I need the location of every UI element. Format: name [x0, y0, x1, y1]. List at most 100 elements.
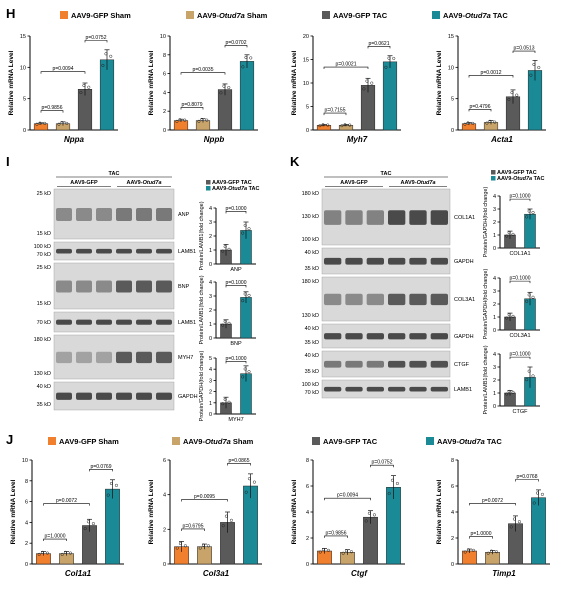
blot-band — [116, 280, 132, 293]
significance-bracket — [469, 536, 493, 539]
chart-col3a1: 0 1 2 3 4 Protein/GAPDH(fold change) COL3A1 p=0… — [483, 269, 540, 339]
blot-marker-label: 100 kD — [302, 382, 319, 388]
blot-membrane — [53, 262, 175, 310]
blot-band — [136, 392, 152, 400]
blot-band — [156, 392, 172, 400]
p-value-label: p=0.0021 — [336, 62, 357, 68]
blot-protein-label: LAMB1 — [178, 320, 196, 326]
legend-swatch — [60, 11, 68, 19]
x-axis-label: MYH7 — [228, 417, 243, 423]
legend-label-gene: Otud7a — [228, 186, 247, 192]
y-axis-label: Relative mRNA Level — [10, 479, 17, 544]
y-tick-label: 4 — [209, 367, 212, 373]
blot-membrane — [53, 188, 175, 240]
y-tick-label: 10 — [20, 65, 26, 71]
legend-label: AAV9-Otud7a Sham — [197, 11, 268, 20]
blot-band — [156, 208, 172, 221]
data-point — [507, 97, 511, 101]
data-point — [63, 550, 67, 554]
data-point — [510, 91, 514, 95]
p-value-label: p=0.0012 — [481, 70, 502, 76]
y-tick-label: 4 — [493, 276, 496, 282]
data-point — [511, 314, 515, 318]
legend-swatch — [426, 437, 434, 445]
legend-label: AAV9-GFP TAC — [323, 437, 378, 446]
y-tick-label: 1 — [209, 322, 212, 328]
data-point — [507, 389, 511, 393]
p-value-label: p=1.0000 — [471, 531, 492, 537]
y-tick-label: 2 — [209, 390, 212, 396]
y-tick-label: 15 — [20, 34, 26, 40]
y-tick-label: 0 — [493, 404, 496, 410]
y-axis-label: Relative mRNA Level — [148, 50, 155, 115]
x-axis-label: COL3A1 — [509, 333, 530, 339]
blot-band — [156, 248, 172, 254]
y-tick-label: 0 — [25, 562, 28, 568]
data-point — [101, 63, 105, 67]
blot-band — [409, 360, 427, 368]
legend-label-suffix: TAC — [532, 176, 544, 182]
blot-band — [430, 257, 448, 265]
blot-band — [136, 280, 152, 293]
significance-bracket — [40, 71, 86, 74]
data-point — [241, 65, 245, 69]
chart-col1a1: 0 2 4 6 8 10 Relative mRNA Level Col1a1 p=1.0000… — [10, 458, 124, 578]
blot-protein-label: ANP — [178, 212, 190, 218]
y-axis-label: Protein/GAPDH(fold change) — [483, 187, 489, 258]
data-point — [37, 552, 41, 556]
significance-bracket — [227, 463, 251, 466]
blot-band — [366, 210, 384, 225]
data-point — [512, 517, 516, 521]
y-tick-label: 0 — [163, 128, 166, 134]
data-point — [114, 483, 118, 487]
legend-label-prefix: AAV9- — [497, 176, 513, 182]
significance-bracket — [224, 45, 248, 48]
significance-bracket — [469, 503, 516, 506]
blot-protein-label: LAMB1 — [178, 249, 196, 255]
significance-bracket — [181, 499, 228, 502]
data-point — [540, 492, 544, 496]
legend-swatch — [206, 180, 211, 185]
y-tick-label: 4 — [451, 510, 454, 516]
p-value-label: p=0.9856 — [42, 105, 63, 111]
legend-swatch — [186, 11, 194, 19]
significance-bracket — [509, 198, 531, 202]
data-point — [509, 525, 513, 529]
y-tick-label: 4 — [209, 280, 212, 286]
data-point — [489, 549, 493, 553]
blot-strip-gapdh: GAPDH 40 kD 35 kD — [305, 247, 474, 275]
y-tick-label: 4 — [493, 194, 496, 200]
blot-membrane — [321, 247, 451, 275]
data-point — [531, 210, 535, 215]
significance-bracket — [324, 497, 371, 501]
significance-bracket — [84, 40, 108, 43]
p-value-label: p=1.0000 — [45, 534, 66, 540]
data-point — [38, 121, 42, 125]
p-value-label: p=0.9856 — [326, 530, 347, 536]
y-tick-label: 3 — [493, 207, 496, 213]
x-axis-label: COL1A1 — [509, 251, 530, 257]
chart-col3a1: 0 2 4 6 Relative mRNA Level Col3a1 p=0.6795 p=0… — [148, 458, 262, 578]
data-point — [505, 392, 509, 396]
blot-marker-label: 35 kD — [37, 402, 51, 408]
data-point — [466, 121, 470, 125]
blot-band — [345, 360, 363, 368]
blot-band — [156, 319, 172, 325]
x-axis-label: Nppb — [204, 135, 225, 144]
blot-band — [56, 208, 72, 221]
data-point — [537, 65, 541, 70]
blot-band — [388, 386, 406, 392]
blot-band — [76, 248, 92, 254]
legend-swatch — [206, 186, 211, 191]
blot-marker-label: 15 kD — [37, 231, 51, 237]
significance-bracket — [370, 464, 394, 468]
legend-swatch — [48, 437, 56, 445]
p-value-label: p=0.7155 — [325, 108, 346, 114]
chart-bnp: 0 1 2 3 4 Protein/LAMB1(fold change) BNP p=0.10… — [199, 275, 256, 347]
data-point — [60, 552, 64, 556]
y-tick-label: 8 — [451, 458, 454, 464]
data-point — [109, 54, 113, 58]
chart-anp: 0 1 2 3 4 Protein/LAMB1(fold change) ANP p=0.10… — [199, 201, 256, 273]
blot-band — [409, 293, 427, 306]
